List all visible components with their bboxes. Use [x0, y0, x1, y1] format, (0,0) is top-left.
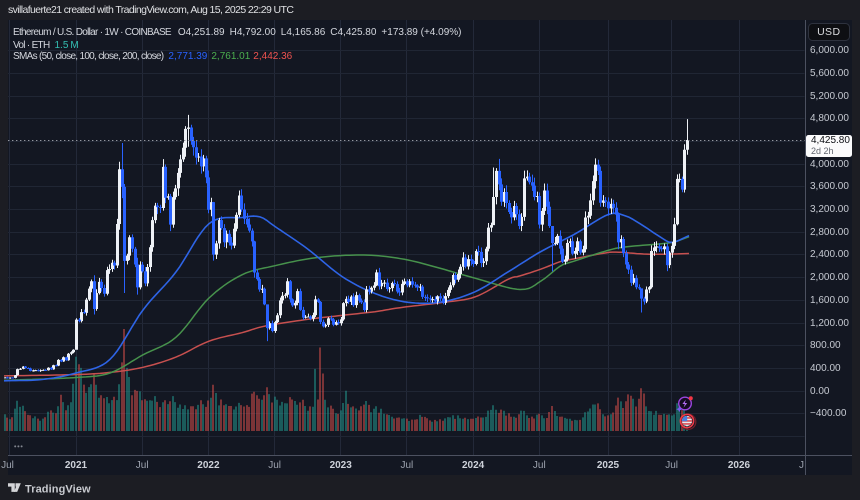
svg-text:TradingView: TradingView	[25, 484, 91, 496]
